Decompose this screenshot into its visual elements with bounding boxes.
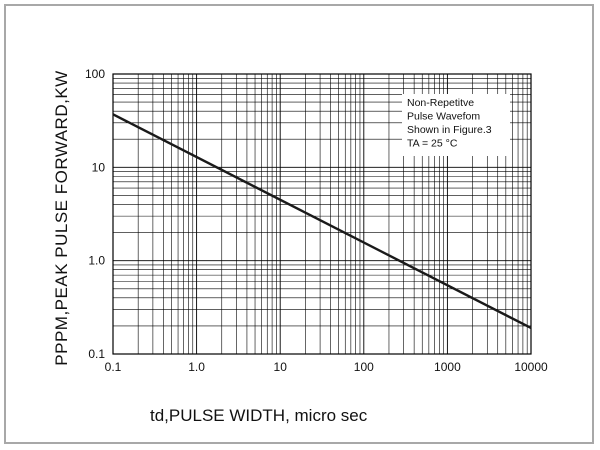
plot-area-border <box>112 73 532 355</box>
x-tick-label: 1.0 <box>188 360 205 374</box>
x-tick-label: 1000 <box>434 360 461 374</box>
y-tick-label: 1.0 <box>88 254 105 268</box>
x-tick-label: 0.1 <box>105 360 122 374</box>
y-tick-label: 0.1 <box>88 347 105 361</box>
series-line <box>112 113 532 330</box>
chart-frame <box>4 4 594 444</box>
y-tick-label: 10 <box>92 160 106 174</box>
annotation-text: Shown in Figure.3 <box>407 124 492 136</box>
annotation-text: Non-Repetitve <box>407 97 474 109</box>
annotation-text: Pulse Wavefom <box>407 111 480 123</box>
x-axis-label: td,PULSE WIDTH, micro sec <box>150 406 368 425</box>
annotation-text: TA = 25 °C <box>407 138 458 150</box>
x-tick-label: 10 <box>274 360 288 374</box>
annotation-box <box>402 94 510 156</box>
x-tick-label: 100 <box>354 360 374 374</box>
x-tick-label: 10000 <box>514 360 548 374</box>
y-tick-label: 100 <box>85 67 105 81</box>
